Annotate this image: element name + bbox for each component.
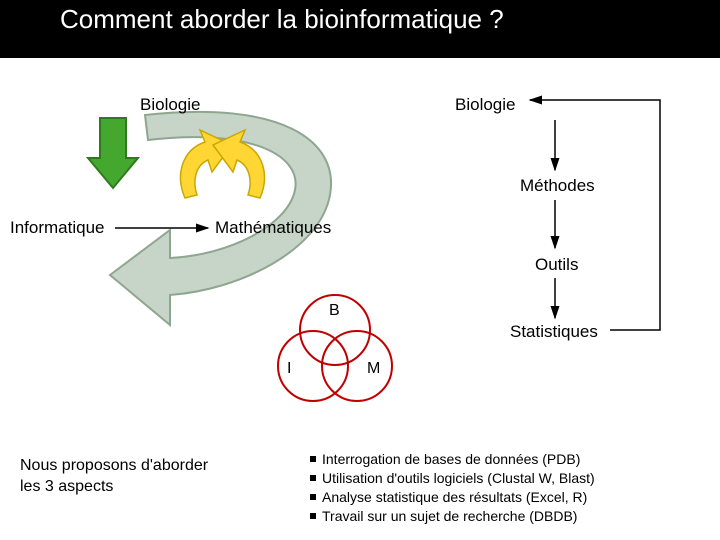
proposal-text: Nous proposons d'aborder les 3 aspects: [20, 456, 208, 498]
bullet-icon: [310, 475, 316, 481]
label-informatique: Informatique: [10, 218, 105, 238]
venn-label-i: I: [287, 360, 291, 378]
proposal-line1: Nous proposons d'aborder: [20, 456, 208, 477]
list-item: Travail sur un sujet de recherche (DBDB): [310, 507, 595, 526]
venn-label-b: B: [329, 302, 340, 320]
list-item: Interrogation de bases de données (PDB): [310, 450, 595, 469]
bullet-text: Interrogation de bases de données (PDB): [322, 450, 580, 469]
feedback-line: [530, 100, 660, 330]
label-biologie-left: Biologie: [140, 95, 201, 115]
green-down-arrow-icon: [88, 118, 138, 188]
bullet-text: Utilisation d'outils logiciels (Clustal …: [322, 469, 595, 488]
venn-circle-m: [322, 331, 392, 401]
venn-label-m: M: [367, 360, 380, 378]
label-biologie-right: Biologie: [455, 95, 516, 115]
list-item: Utilisation d'outils logiciels (Clustal …: [310, 469, 595, 488]
venn-diagram: B I M: [265, 288, 405, 408]
bullet-text: Analyse statistique des résultats (Excel…: [322, 488, 587, 507]
label-methodes: Méthodes: [520, 176, 595, 196]
bullet-icon: [310, 494, 316, 500]
bullet-list: Interrogation de bases de données (PDB) …: [310, 450, 595, 526]
label-outils: Outils: [535, 255, 578, 275]
bullet-icon: [310, 513, 316, 519]
label-statistiques: Statistiques: [510, 322, 598, 342]
list-item: Analyse statistique des résultats (Excel…: [310, 488, 595, 507]
bullet-icon: [310, 456, 316, 462]
bullet-text: Travail sur un sujet de recherche (DBDB): [322, 507, 577, 526]
proposal-line2: les 3 aspects: [20, 477, 208, 498]
label-mathematiques: Mathématiques: [215, 218, 331, 238]
